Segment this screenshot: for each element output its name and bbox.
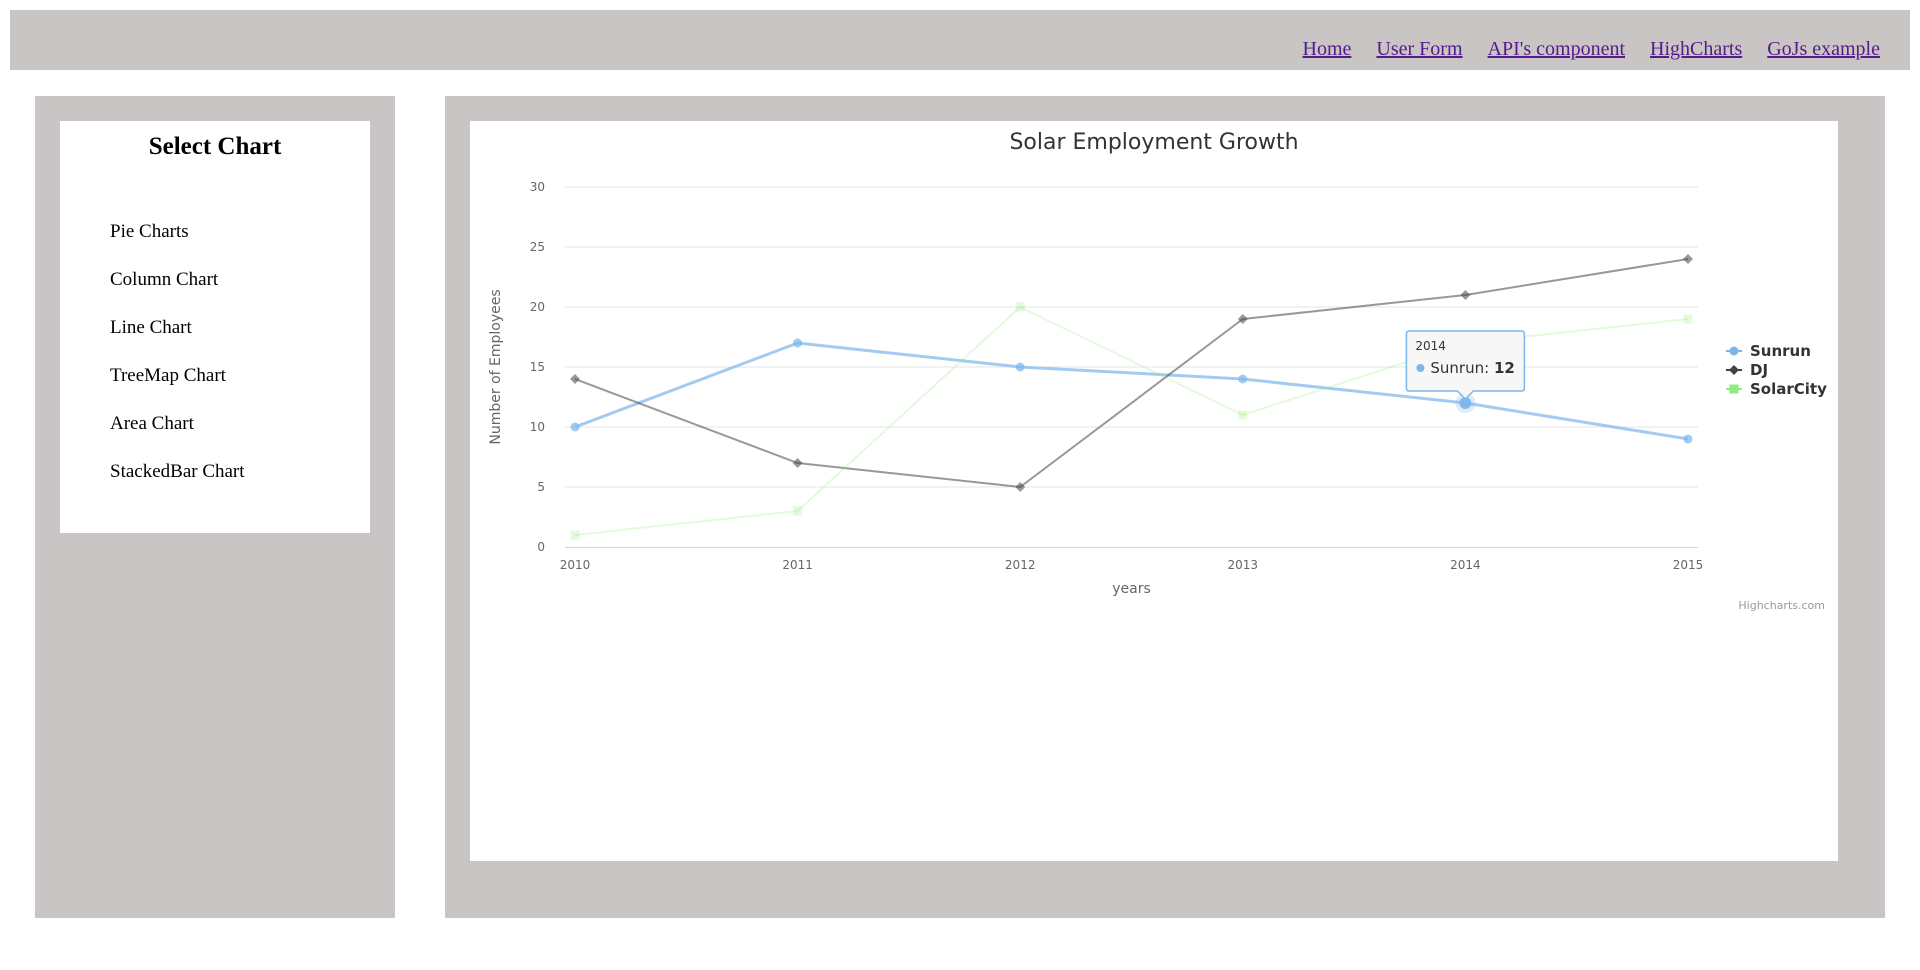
x-tick-label: 2012 [1005, 558, 1036, 572]
chart-type-list: Pie Charts Column Chart Line Chart TreeM… [110, 221, 245, 509]
y-tick-label: 20 [530, 300, 545, 314]
data-point [1015, 362, 1025, 372]
legend-item-solarcity[interactable]: SolarCity [1726, 380, 1827, 398]
y-tick-label: 25 [530, 240, 545, 254]
legend-label: DJ [1750, 361, 1768, 379]
chart-option-stackedbar[interactable]: StackedBar Chart [110, 461, 245, 482]
y-tick-label: 30 [530, 180, 545, 194]
nav-links: Home User Form API's component HighChart… [1303, 38, 1880, 61]
legend-label: Sunrun [1750, 342, 1811, 360]
data-point [1015, 302, 1025, 312]
data-point [1683, 314, 1693, 324]
data-point [1237, 314, 1248, 324]
hover-point [1459, 397, 1472, 409]
tooltip-box [1405, 330, 1526, 401]
x-tick-label: 2011 [782, 558, 813, 572]
y-tick-label: 15 [530, 360, 545, 374]
select-chart-title: Select Chart [148, 133, 282, 160]
data-point [1683, 254, 1693, 264]
chart-option-column[interactable]: Column Chart [110, 269, 219, 290]
nav-highcharts-link[interactable]: HighCharts [1650, 38, 1743, 60]
data-point [570, 422, 580, 432]
chart-title: Solar Employment Growth [1009, 130, 1298, 155]
chart-container: Solar Employment Growth 0 5 10 15 20 25 30 201… [470, 121, 1838, 861]
data-point [792, 458, 803, 468]
x-tick-label: 2010 [560, 558, 591, 572]
tooltip-value: 12 [1494, 359, 1515, 377]
series-line [574, 341, 1689, 441]
nav-api-component-link[interactable]: API's component [1487, 38, 1626, 60]
y-tick-label: 10 [530, 420, 545, 434]
y-axis-label: Number of Employees [488, 289, 504, 444]
chart-selector: Select Chart Pie Charts Column Chart Lin… [60, 121, 370, 533]
data-point [1460, 290, 1471, 300]
chart-option-line[interactable]: Line Chart [110, 317, 192, 338]
chart-option-pie[interactable]: Pie Charts [110, 221, 189, 242]
data-point [570, 374, 580, 384]
chart-tooltip: 2014 Sunrun: 12 [1405, 330, 1526, 401]
data-point [1729, 365, 1739, 375]
x-tick-label: 2013 [1228, 558, 1259, 572]
series-sunrun [570, 338, 1693, 444]
y-axis-ticks: 0 5 10 15 20 25 30 [530, 180, 545, 554]
top-nav-bar: Home User Form API's component HighChart… [10, 10, 1910, 70]
series-line [574, 258, 1689, 488]
data-point [1238, 410, 1248, 420]
data-point [793, 506, 803, 516]
tooltip-header: 2014 [1415, 339, 1446, 353]
data-point [1238, 374, 1248, 384]
legend-item-sunrun[interactable]: Sunrun [1726, 342, 1811, 360]
data-point [1729, 346, 1739, 356]
y-tick-label: 5 [537, 480, 545, 494]
right-panel: Solar Employment Growth 0 5 10 15 20 25 30 201… [445, 96, 1885, 918]
legend-item-dj[interactable]: DJ [1726, 361, 1768, 379]
nav-home-link[interactable]: Home [1302, 38, 1352, 60]
data-point [1729, 384, 1739, 394]
x-tick-label: 2014 [1450, 558, 1481, 572]
series-dj [570, 254, 1693, 492]
chart-option-treemap[interactable]: TreeMap Chart [110, 365, 226, 386]
data-point [570, 530, 580, 540]
left-panel: Select Chart Pie Charts Column Chart Lin… [35, 96, 395, 918]
tooltip-series-dot [1416, 364, 1425, 372]
chart-series [570, 254, 1693, 540]
tooltip-series-name: Sunrun: 12 [1430, 359, 1514, 377]
line-chart[interactable]: Solar Employment Growth 0 5 10 15 20 25 30 201… [470, 121, 1838, 861]
chart-option-area[interactable]: Area Chart [110, 413, 194, 434]
y-tick-label: 0 [537, 540, 545, 554]
x-axis-label: years [1112, 581, 1151, 597]
nav-gojs-example-link[interactable]: GoJs example [1767, 38, 1880, 60]
nav-user-form-link[interactable]: User Form [1376, 38, 1463, 60]
chart-grid [565, 186, 1698, 488]
data-point [1683, 434, 1693, 444]
x-axis-ticks: 2010 2011 2012 2013 2014 2015 [560, 558, 1704, 572]
data-point [793, 338, 803, 348]
x-tick-label: 2015 [1673, 558, 1704, 572]
legend-label: SolarCity [1750, 380, 1827, 398]
data-point [1015, 482, 1026, 492]
highcharts-credits[interactable]: Highcharts.com [1738, 599, 1825, 612]
